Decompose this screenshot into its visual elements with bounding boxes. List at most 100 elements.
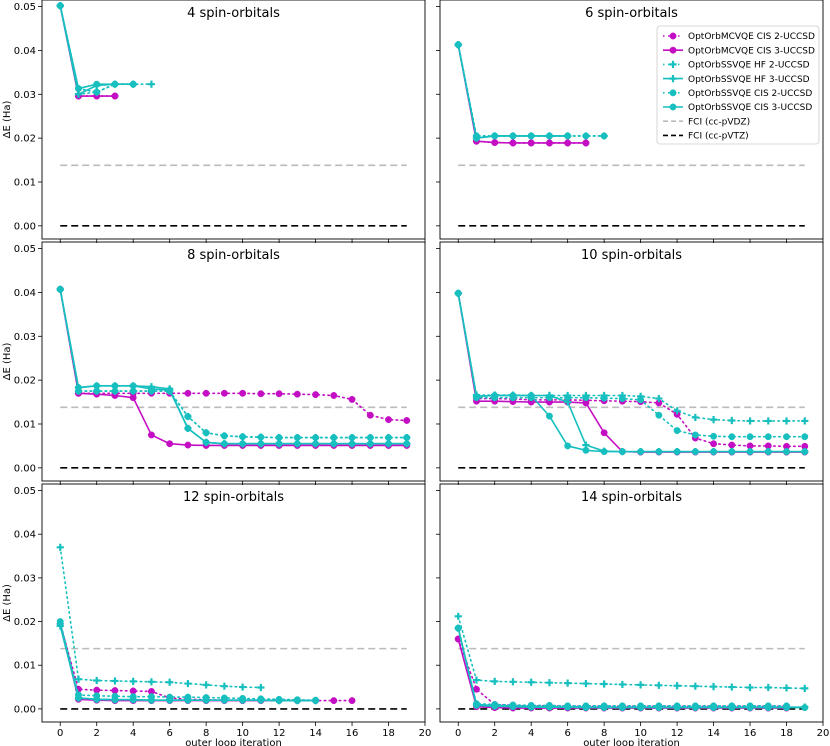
data-point [673,427,681,435]
y-tick-label: 0.05 [14,244,36,255]
data-point [129,394,137,402]
data-point [366,411,374,419]
y-tick-label: 0.05 [14,486,36,497]
data-point [746,448,754,456]
data-point [673,682,681,690]
data-point [491,702,499,710]
y-axis-label: ΔE (Ha) [2,584,13,622]
series-group [454,612,809,712]
data-point [166,386,174,394]
y-tick-label: 0.03 [14,90,36,101]
data-point [783,704,790,712]
data-point [673,704,681,712]
data-point [129,80,137,88]
series-line-3 [59,288,408,439]
data-point [454,289,462,297]
panel-6: 0 2 4 6 8 10 12 14 16 18 20 14 spin-orbitals outer l… [436,483,829,746]
data-point [691,413,699,422]
data-point [275,434,283,442]
data-point [491,677,499,685]
data-point [509,678,517,686]
data-point [564,442,572,450]
data-point [220,432,228,440]
data-point [509,703,517,711]
panel-4: 10 spin-orbitals [436,241,824,485]
data-point [147,431,155,439]
data-point [691,431,699,439]
legend-label: OptOrbMCVQE CIS 2-UCCSD [688,32,815,42]
series-line-2 [59,4,116,97]
series-line-5 [59,288,408,439]
y-tick-label: 0.01 [14,177,36,188]
series-line-1 [59,622,353,702]
data-point [710,448,718,456]
data-point [801,417,809,425]
axes-frame [41,0,426,240]
data-point [239,389,247,397]
data-point [129,382,137,390]
series-line-1 [457,43,587,144]
data-point [239,440,247,448]
data-point [673,407,681,415]
series-group [56,285,411,449]
data-point [129,677,137,685]
data-point [783,448,790,456]
data-point [782,684,791,692]
data-point [764,704,772,712]
data-point [348,434,356,442]
data-point [403,434,411,442]
series-line-6 [59,288,408,445]
data-point [147,696,155,704]
panel-title: 6 spin-orbitals [585,6,678,21]
legend-label: OptOrbSSVQE HF 2-UCCSD [688,61,810,71]
data-point [801,448,809,456]
data-point [637,704,645,712]
legend: OptOrbMCVQE CIS 2-UCCSD OptOrbMCVQE CIS 3… [656,25,820,145]
data-point [385,416,392,424]
legend-marker [669,89,677,97]
data-point [184,679,192,688]
data-point [582,394,590,402]
data-point [728,704,736,712]
data-point [491,139,499,146]
data-point [728,433,736,441]
data-point [330,440,338,448]
data-point [710,440,718,448]
data-point [385,440,392,448]
data-point [330,434,338,442]
data-point [111,92,119,100]
x-tick-label: 4 [130,728,136,739]
data-point [527,139,535,147]
data-point [74,675,83,683]
panel-5: 0.00 0.01 0.02 0.03 0.04 0.05 0 2 4 6 8 10 12 14 16 18 2… [2,483,431,746]
data-point [582,704,590,712]
legend-marker [669,60,677,68]
data-point [166,440,174,448]
data-point [600,132,608,140]
legend-label: FCI (cc-pVTZ) [688,132,749,142]
x-tick-label: 10 [634,728,647,739]
panel-3: 0.00 0.01 0.02 0.03 0.04 0.05 8 spin-orbitals Δ… [2,241,426,485]
data-point [166,678,174,686]
y-tick-label: 0.02 [14,376,36,387]
data-point [691,448,699,456]
data-point [366,440,374,448]
legend-label: FCI (cc-pVDZ) [688,117,750,127]
data-point [111,677,119,685]
data-point [75,694,82,702]
y-tick-label: 0.02 [14,134,36,145]
data-point [93,88,101,96]
axes-frame [41,241,426,482]
series-line-3 [59,4,153,96]
data-point [93,676,101,685]
y-tick-label: 0.01 [14,661,36,672]
data-point [293,434,301,442]
data-point [709,416,718,424]
data-point [655,448,663,456]
data-point [56,285,64,293]
data-point [764,683,772,692]
data-point [184,424,192,432]
x-tick-label: 14 [707,728,720,739]
data-point [202,438,210,446]
data-point [637,448,645,456]
